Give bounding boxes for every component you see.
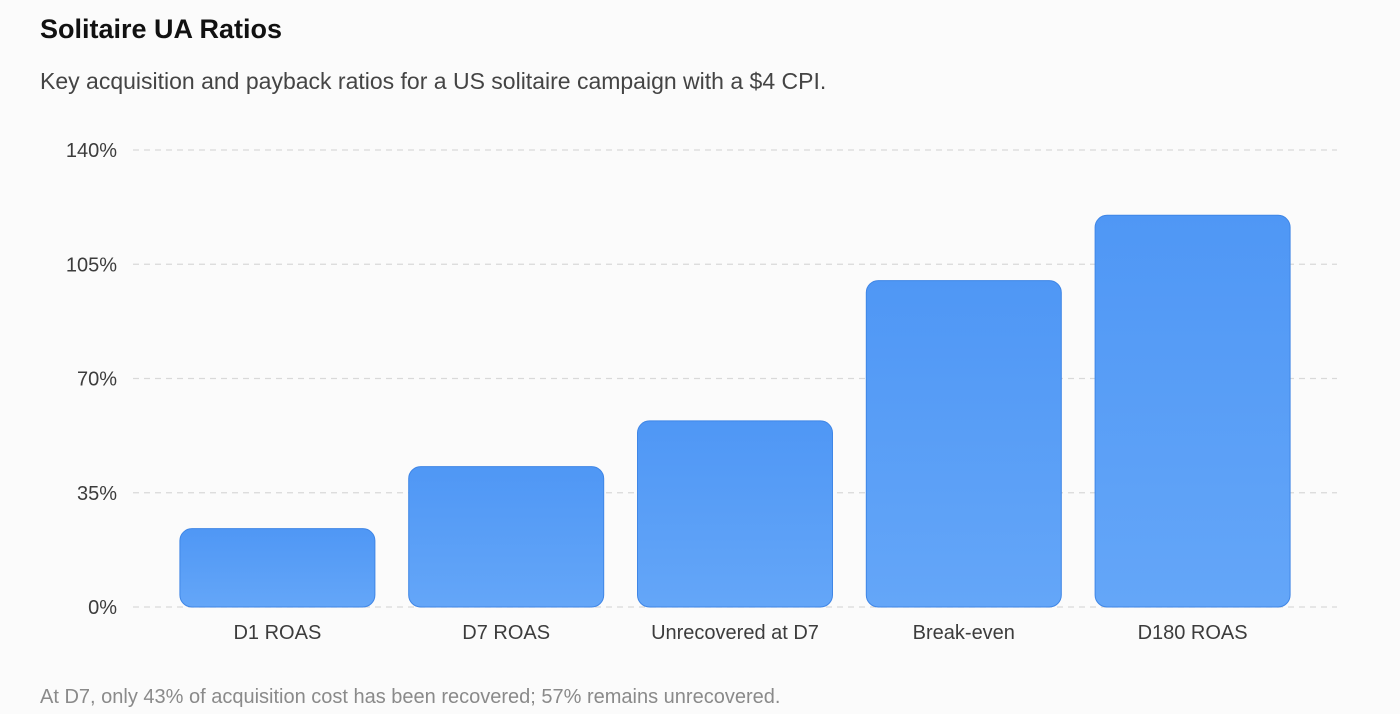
chart-subtitle: Key acquisition and payback ratios for a… — [40, 68, 827, 94]
x-tick-label: Break-even — [913, 622, 1015, 644]
bar — [1094, 214, 1291, 608]
x-axis-ticks: D1 ROAS D7 ROAS Unrecovered at D7 Break-eve… — [233, 622, 1247, 644]
bar — [408, 466, 605, 608]
x-tick-label: D180 ROAS — [1138, 622, 1248, 644]
x-tick-label: D1 ROAS — [233, 622, 321, 644]
y-tick-label: 35% — [77, 483, 117, 505]
chart-footnote: At D7, only 43% of acquisition cost has … — [40, 686, 781, 708]
bar — [865, 280, 1062, 608]
bars — [179, 214, 1291, 608]
y-tick-label: 105% — [66, 254, 117, 276]
y-tick-label: 0% — [88, 597, 117, 619]
x-tick-label: Unrecovered at D7 — [651, 622, 819, 644]
y-tick-label: 70% — [77, 369, 117, 391]
y-axis-ticks: 0% 35% 70% 105% 140% — [66, 140, 117, 619]
bar — [637, 420, 833, 608]
bar — [179, 528, 376, 608]
chart-title: Solitaire UA Ratios — [40, 14, 283, 44]
y-tick-label: 140% — [66, 140, 117, 162]
x-tick-label: D7 ROAS — [462, 622, 550, 644]
